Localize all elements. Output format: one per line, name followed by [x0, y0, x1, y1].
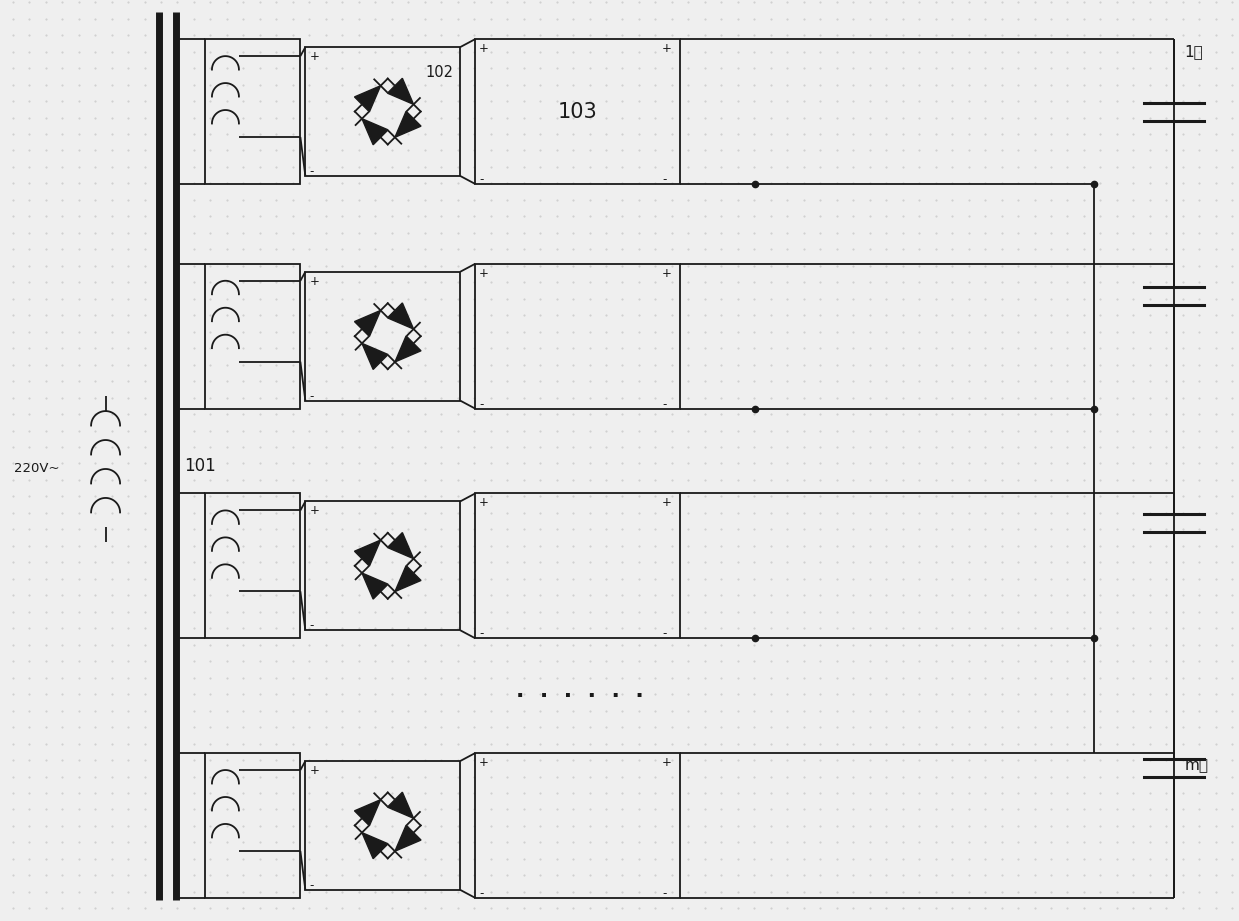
Bar [476, 494, 680, 638]
Bar [206, 753, 300, 898]
Polygon shape [362, 833, 388, 858]
Text: 101: 101 [185, 457, 217, 475]
Text: +: + [479, 496, 489, 509]
Text: -: - [310, 390, 313, 402]
Text: -: - [662, 398, 667, 411]
Text: -: - [662, 173, 667, 186]
Text: +: + [310, 50, 320, 64]
Text: +: + [479, 756, 489, 769]
Polygon shape [395, 111, 421, 137]
Text: +: + [310, 505, 320, 518]
Bar [206, 263, 300, 409]
Text: +: + [662, 267, 672, 280]
Text: 1号: 1号 [1184, 44, 1203, 59]
Bar [305, 272, 460, 401]
Text: +: + [310, 764, 320, 777]
Text: -: - [479, 173, 483, 186]
Bar [476, 753, 680, 898]
Text: +: + [479, 42, 489, 55]
Polygon shape [354, 540, 380, 566]
Bar [305, 501, 460, 630]
Text: -: - [310, 165, 313, 178]
Text: 103: 103 [558, 101, 597, 122]
Polygon shape [395, 565, 421, 591]
Polygon shape [362, 119, 388, 145]
Bar [206, 494, 300, 638]
Polygon shape [362, 573, 388, 599]
Polygon shape [362, 344, 388, 369]
Text: 220V~: 220V~ [14, 462, 59, 475]
Polygon shape [395, 825, 421, 851]
Polygon shape [388, 78, 414, 104]
Polygon shape [354, 799, 380, 826]
Text: -: - [479, 398, 483, 411]
Bar [476, 39, 680, 184]
Text: 102: 102 [426, 64, 453, 79]
Polygon shape [354, 86, 380, 111]
Text: -: - [310, 879, 313, 892]
Text: ·  ·  ·  ·  ·  ·: · · · · · · [517, 685, 644, 705]
Bar [305, 761, 460, 890]
Text: -: - [479, 627, 483, 640]
Polygon shape [354, 310, 380, 336]
Polygon shape [395, 336, 421, 362]
Polygon shape [388, 532, 414, 559]
Text: +: + [479, 267, 489, 280]
Text: +: + [662, 496, 672, 509]
Bar [305, 47, 460, 176]
Bar [476, 263, 680, 409]
Text: -: - [662, 887, 667, 900]
Text: +: + [662, 42, 672, 55]
Polygon shape [388, 303, 414, 329]
Polygon shape [388, 792, 414, 818]
Text: -: - [479, 887, 483, 900]
Text: -: - [662, 627, 667, 640]
Text: +: + [310, 274, 320, 287]
Text: +: + [662, 756, 672, 769]
Text: -: - [310, 619, 313, 632]
Text: m号: m号 [1184, 758, 1208, 773]
Bar [206, 39, 300, 184]
